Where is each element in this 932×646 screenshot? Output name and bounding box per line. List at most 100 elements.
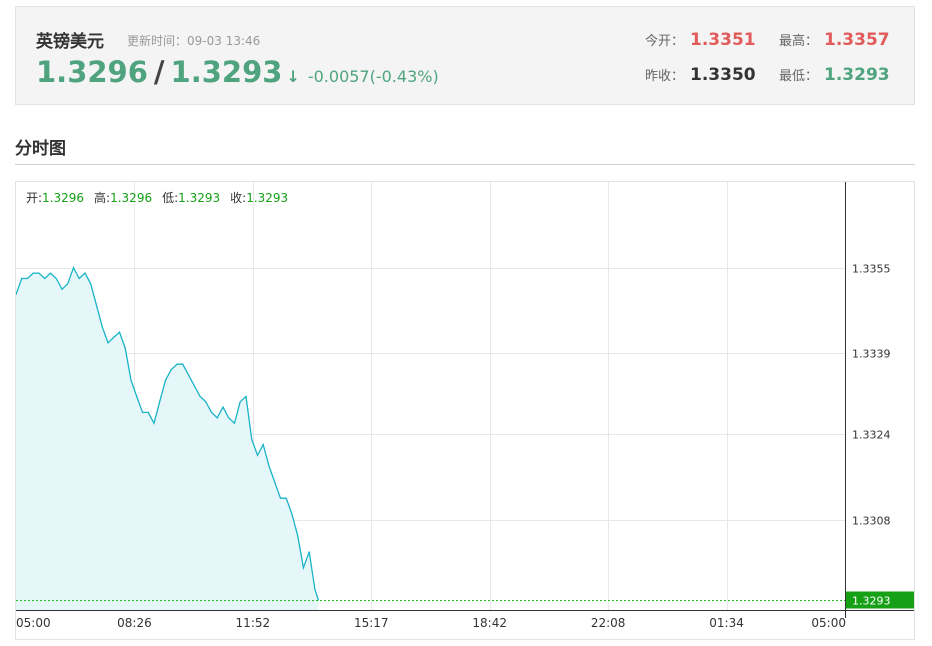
pair-name: 英镑美元	[36, 32, 104, 52]
price-point	[55, 277, 57, 280]
price-area	[16, 267, 319, 610]
price-point	[274, 481, 276, 483]
ohlc-value: 1.3296	[110, 191, 152, 205]
prev-close-value: 1.3350	[690, 65, 756, 85]
price-point	[101, 326, 103, 328]
price-point	[279, 497, 282, 499]
price-change: -0.0057(-0.43%)	[307, 67, 439, 86]
x-tick-label: 11:52	[236, 616, 271, 630]
price-point	[199, 395, 201, 397]
price-point	[21, 277, 23, 280]
x-tick-label: 08:26	[117, 616, 152, 630]
chart-svg[interactable]: 1.3355 1.3339 1.3324 1.3308 05:00 08:26 11:52 1…	[16, 182, 914, 639]
price-point	[233, 422, 236, 424]
price-point	[256, 454, 259, 456]
prev-close-label: 昨收：	[645, 69, 685, 84]
price-point	[222, 406, 224, 408]
update-time-label: 更新时间：	[127, 34, 188, 48]
section-title: 分时图	[15, 139, 66, 159]
price-point	[113, 336, 115, 338]
x-tick-label: 01:34	[709, 616, 744, 630]
update-time-value: 09-03 13:46	[187, 34, 261, 48]
price-point	[78, 277, 80, 280]
ohlc-value: 1.3293	[246, 191, 288, 205]
price-point	[205, 401, 207, 403]
price-point	[210, 411, 213, 413]
intraday-chart[interactable]: 1.3355 1.3339 1.3324 1.3308 05:00 08:26 11:52 1…	[15, 181, 915, 640]
y-tick-label: 1.3308	[852, 515, 891, 528]
price-point	[239, 401, 241, 403]
section-divider	[15, 164, 915, 165]
price-point	[164, 379, 167, 381]
price-point	[130, 379, 132, 381]
price-point	[291, 513, 293, 515]
price-line	[16, 266, 320, 601]
ohlc-value: 1.3296	[42, 191, 84, 205]
price-point	[124, 347, 126, 349]
ohlc-value: 1.3293	[178, 191, 220, 205]
low-value: 1.3293	[824, 65, 890, 85]
y-tick-label: 1.3355	[852, 263, 891, 276]
price-point	[95, 304, 98, 306]
x-tick-label: 05:00	[16, 616, 51, 630]
x-tick-label: 15:17	[354, 616, 389, 630]
price-point	[32, 272, 34, 274]
price-point	[308, 551, 310, 553]
price-point	[72, 267, 75, 269]
price-point	[67, 283, 69, 285]
price-point	[147, 411, 149, 413]
price-point	[170, 369, 172, 371]
stat-open: 今开： 1.3351	[645, 30, 756, 50]
open-label: 今开：	[645, 34, 685, 49]
price-point	[141, 411, 144, 413]
quote-panel: 英镑美元 更新时间：09-03 13:46 1.3296 / 1.3293 ↓ …	[15, 6, 915, 105]
y-tick-label: 1.3324	[852, 429, 891, 442]
stat-low: 最低： 1.3293	[779, 65, 890, 85]
y-tick-label: 1.3339	[852, 348, 891, 361]
price-point	[118, 331, 121, 333]
stat-prev-close: 昨收： 1.3350	[645, 65, 756, 85]
price-point	[159, 401, 161, 403]
price-point	[107, 342, 109, 344]
stat-high: 最高： 1.3357	[779, 30, 890, 50]
current-price-label: 1.3293	[852, 595, 891, 608]
price-point	[38, 272, 40, 274]
price-point	[44, 277, 46, 280]
price-point	[314, 588, 316, 590]
price-point	[176, 363, 178, 365]
ask-price: 1.3293	[170, 55, 283, 89]
price-point	[153, 422, 155, 424]
price-point	[90, 283, 92, 285]
price-point	[182, 363, 184, 365]
arrow-down-icon: ↓	[286, 67, 300, 86]
price-point	[302, 567, 304, 569]
price-point	[251, 438, 253, 440]
price-point	[262, 444, 264, 446]
price-separator: /	[153, 55, 165, 89]
ohlc-label: 收:	[230, 191, 246, 205]
price-point	[136, 395, 138, 397]
open-value: 1.3351	[690, 30, 756, 50]
x-tick-label: 22:08	[591, 616, 626, 630]
high-label: 最高：	[779, 34, 819, 49]
price-point	[193, 385, 195, 387]
ohlc-label: 高:	[94, 190, 110, 205]
current-price-tag	[846, 591, 914, 609]
price-point	[26, 277, 29, 280]
price-point	[216, 417, 218, 419]
ohlc-label: 开:	[26, 191, 42, 205]
ohlc-label: 低:	[162, 191, 178, 205]
price-point	[49, 272, 52, 274]
price-point	[84, 272, 86, 274]
price-point	[228, 417, 230, 419]
high-value: 1.3357	[824, 30, 890, 50]
price-point	[187, 374, 190, 376]
x-tick-label: 05:00	[811, 616, 846, 630]
ohlc-legend: 开:1.3296 高:1.3296 低:1.3293 收:1.3293	[26, 190, 288, 205]
bid-price: 1.3296	[36, 55, 148, 89]
price-line: 1.3296 / 1.3293 ↓ -0.0057(-0.43%)	[36, 55, 439, 95]
x-tick-label: 18:42	[472, 616, 507, 630]
update-time: 更新时间：09-03 13:46	[127, 32, 260, 49]
price-point	[285, 497, 287, 499]
price-point	[297, 535, 299, 537]
